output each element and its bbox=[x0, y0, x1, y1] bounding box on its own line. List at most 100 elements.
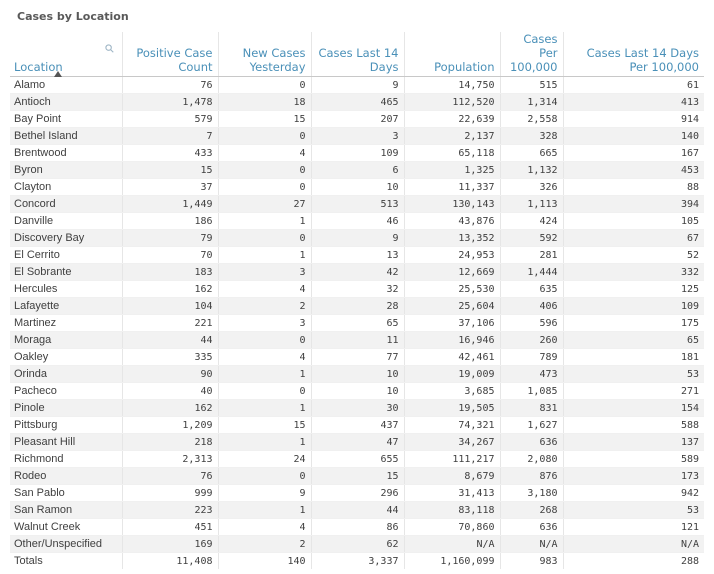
population-cell: 31,413 bbox=[404, 484, 501, 502]
location-cell: Oakley bbox=[10, 348, 123, 366]
cases-last-14-days-per-100000-cell: 173 bbox=[563, 467, 704, 485]
positive-case-count-cell: 104 bbox=[122, 297, 219, 315]
table-row[interactable]: Concord 1,449 27 513 130,143 1,113 394 bbox=[10, 195, 704, 213]
cases-last-14-days-cell: 46 bbox=[311, 212, 405, 230]
location-cell: Walnut Creek bbox=[10, 518, 123, 536]
table-row[interactable]: El Cerrito 70 1 13 24,953 281 52 bbox=[10, 246, 704, 264]
totals-row[interactable]: Totals 11,408 140 3,337 1,160,099 983 288 bbox=[10, 552, 704, 569]
cases-last-14-days-cell: 13 bbox=[311, 246, 405, 264]
cases-per-100000-cell: 592 bbox=[500, 229, 564, 247]
cases-last-14-days-per-100000-cell: N/A bbox=[563, 535, 704, 553]
cases-per-100000-cell: 1,444 bbox=[500, 263, 564, 281]
location-cell: Rodeo bbox=[10, 467, 123, 485]
table-row[interactable]: Brentwood 433 4 109 65,118 665 167 bbox=[10, 144, 704, 162]
location-cell: Richmond bbox=[10, 450, 123, 468]
cases-last-14-days-per-100000-cell: 154 bbox=[563, 399, 704, 417]
location-cell: Antioch bbox=[10, 93, 123, 111]
table-row[interactable]: Pleasant Hill 218 1 47 34,267 636 137 bbox=[10, 433, 704, 451]
table-row[interactable]: San Pablo 999 9 296 31,413 3,180 942 bbox=[10, 484, 704, 502]
sort-ascending-icon bbox=[54, 71, 62, 77]
table-row[interactable]: Lafayette 104 2 28 25,604 406 109 bbox=[10, 297, 704, 315]
positive-case-count-cell: 40 bbox=[122, 382, 219, 400]
column-header-new-cases-yesterday[interactable]: New Cases Yesterday bbox=[218, 32, 312, 77]
table-row[interactable]: Danville 186 1 46 43,876 424 105 bbox=[10, 212, 704, 230]
population-cell: 25,604 bbox=[404, 297, 501, 315]
table-row[interactable]: Walnut Creek 451 4 86 70,860 636 121 bbox=[10, 518, 704, 536]
column-header-population[interactable]: Population bbox=[404, 32, 501, 77]
new-cases-yesterday-cell: 140 bbox=[218, 552, 312, 569]
cases-last-14-days-per-100000-cell: 140 bbox=[563, 127, 704, 145]
cases-per-100000-cell: 636 bbox=[500, 518, 564, 536]
search-icon[interactable] bbox=[104, 44, 114, 53]
cases-last-14-days-cell: 9 bbox=[311, 229, 405, 247]
location-cell: El Cerrito bbox=[10, 246, 123, 264]
population-cell: 130,143 bbox=[404, 195, 501, 213]
population-cell: 25,530 bbox=[404, 280, 501, 298]
table-row[interactable]: Clayton 37 0 10 11,337 326 88 bbox=[10, 178, 704, 196]
table-row[interactable]: Bethel Island 7 0 3 2,137 328 140 bbox=[10, 127, 704, 145]
cases-last-14-days-per-100000-cell: 332 bbox=[563, 263, 704, 281]
table-row[interactable]: El Sobrante 183 3 42 12,669 1,444 332 bbox=[10, 263, 704, 281]
table-row[interactable]: Richmond 2,313 24 655 111,217 2,080 589 bbox=[10, 450, 704, 468]
positive-case-count-cell: 2,313 bbox=[122, 450, 219, 468]
column-header-cases-last-14-days-per-100000[interactable]: Cases Last 14 Days Per 100,000 bbox=[563, 32, 704, 77]
new-cases-yesterday-cell: 4 bbox=[218, 348, 312, 366]
column-header-cases-last-14-days[interactable]: Cases Last 14 Days bbox=[311, 32, 405, 77]
table-row[interactable]: Rodeo 76 0 15 8,679 876 173 bbox=[10, 467, 704, 485]
new-cases-yesterday-cell: 1 bbox=[218, 501, 312, 519]
table-row[interactable]: Bay Point 579 15 207 22,639 2,558 914 bbox=[10, 110, 704, 128]
table-row[interactable]: Hercules 162 4 32 25,530 635 125 bbox=[10, 280, 704, 298]
table-row[interactable]: Moraga 44 0 11 16,946 260 65 bbox=[10, 331, 704, 349]
cases-per-100000-cell: 3,180 bbox=[500, 484, 564, 502]
table-row[interactable]: Alamo 76 0 9 14,750 515 61 bbox=[10, 76, 704, 94]
positive-case-count-cell: 90 bbox=[122, 365, 219, 383]
location-cell: Concord bbox=[10, 195, 123, 213]
population-cell: 70,860 bbox=[404, 518, 501, 536]
column-header-positive-case-count[interactable]: Positive Case Count bbox=[122, 32, 219, 77]
location-cell: Brentwood bbox=[10, 144, 123, 162]
cases-per-100000-cell: 2,558 bbox=[500, 110, 564, 128]
cases-last-14-days-per-100000-cell: 271 bbox=[563, 382, 704, 400]
column-header-cases-per-100000[interactable]: Cases Per 100,000 bbox=[500, 32, 564, 77]
population-cell: 65,118 bbox=[404, 144, 501, 162]
column-header-location[interactable]: Location bbox=[10, 32, 123, 77]
positive-case-count-cell: 79 bbox=[122, 229, 219, 247]
cases-last-14-days-cell: 10 bbox=[311, 365, 405, 383]
table-row[interactable]: Orinda 90 1 10 19,009 473 53 bbox=[10, 365, 704, 383]
table-row[interactable]: Martinez 221 3 65 37,106 596 175 bbox=[10, 314, 704, 332]
location-cell: Pacheco bbox=[10, 382, 123, 400]
population-cell: 43,876 bbox=[404, 212, 501, 230]
positive-case-count-cell: 37 bbox=[122, 178, 219, 196]
cases-per-100000-cell: 281 bbox=[500, 246, 564, 264]
table-row[interactable]: Discovery Bay 79 0 9 13,352 592 67 bbox=[10, 229, 704, 247]
new-cases-yesterday-cell: 2 bbox=[218, 535, 312, 553]
new-cases-yesterday-cell: 4 bbox=[218, 280, 312, 298]
location-cell: El Sobrante bbox=[10, 263, 123, 281]
table-row[interactable]: Antioch 1,478 18 465 112,520 1,314 413 bbox=[10, 93, 704, 111]
cases-last-14-days-cell: 77 bbox=[311, 348, 405, 366]
cases-per-100000-cell: 789 bbox=[500, 348, 564, 366]
positive-case-count-cell: 221 bbox=[122, 314, 219, 332]
table-row[interactable]: Oakley 335 4 77 42,461 789 181 bbox=[10, 348, 704, 366]
table-row[interactable]: Pacheco 40 0 10 3,685 1,085 271 bbox=[10, 382, 704, 400]
cases-last-14-days-cell: 437 bbox=[311, 416, 405, 434]
cases-table-container[interactable]: Location Positive Case Count New Cases Y… bbox=[10, 32, 704, 569]
cases-last-14-days-cell: 28 bbox=[311, 297, 405, 315]
population-cell: 13,352 bbox=[404, 229, 501, 247]
new-cases-yesterday-cell: 15 bbox=[218, 110, 312, 128]
new-cases-yesterday-cell: 1 bbox=[218, 212, 312, 230]
table-row[interactable]: Pinole 162 1 30 19,505 831 154 bbox=[10, 399, 704, 417]
table-row[interactable]: Other/Unspecified 169 2 62 N/A N/A N/A bbox=[10, 535, 704, 553]
population-cell: 12,669 bbox=[404, 263, 501, 281]
cases-last-14-days-per-100000-cell: 121 bbox=[563, 518, 704, 536]
table-row[interactable]: Byron 15 0 6 1,325 1,132 453 bbox=[10, 161, 704, 179]
new-cases-yesterday-cell: 0 bbox=[218, 161, 312, 179]
population-cell: 8,679 bbox=[404, 467, 501, 485]
table-row[interactable]: Pittsburg 1,209 15 437 74,321 1,627 588 bbox=[10, 416, 704, 434]
new-cases-yesterday-cell: 27 bbox=[218, 195, 312, 213]
population-cell: 24,953 bbox=[404, 246, 501, 264]
table-row[interactable]: San Ramon 223 1 44 83,118 268 53 bbox=[10, 501, 704, 519]
cases-last-14-days-per-100000-cell: 453 bbox=[563, 161, 704, 179]
new-cases-yesterday-cell: 1 bbox=[218, 246, 312, 264]
location-cell: San Ramon bbox=[10, 501, 123, 519]
